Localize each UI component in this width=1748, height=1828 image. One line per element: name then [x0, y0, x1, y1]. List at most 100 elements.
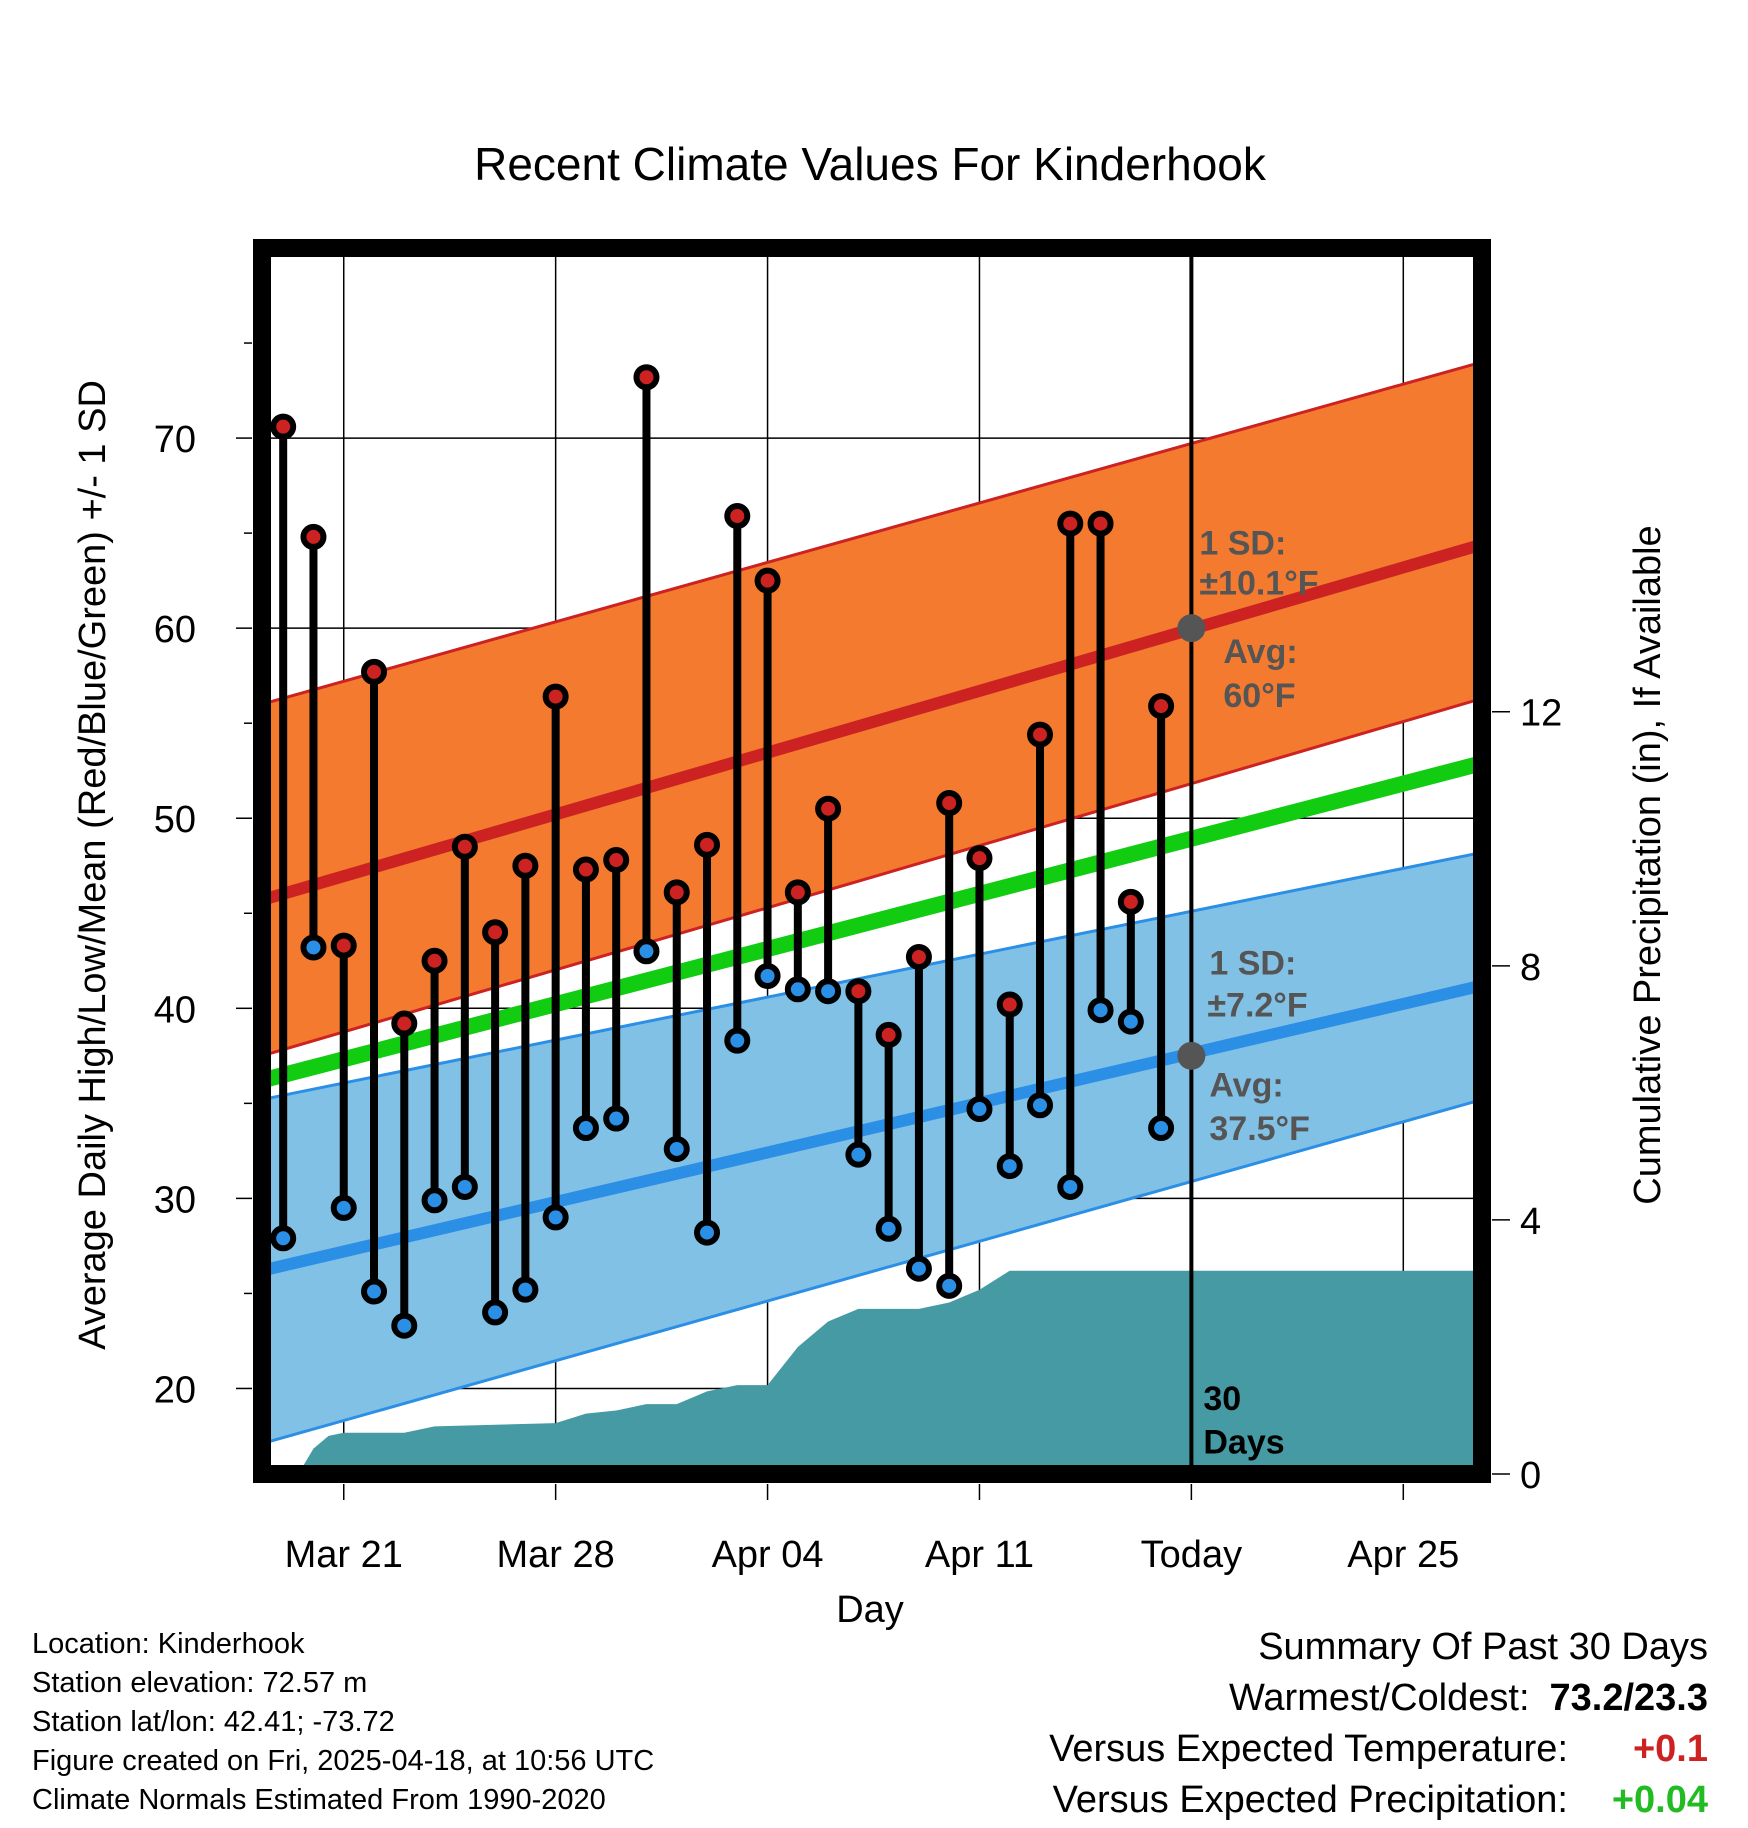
daily-high-point: [542, 683, 569, 710]
x-tick-label: Apr 11: [925, 1534, 1034, 1576]
precip-row: Versus Expected Precipitation: +0.04: [1049, 1775, 1708, 1826]
latlon-text: Station lat/lon: 42.41; -73.72: [32, 1706, 395, 1738]
elevation-text: Station elevation: 72.57 m: [32, 1667, 368, 1699]
daily-low-point: [421, 1187, 448, 1214]
daily-low-point: [966, 1096, 993, 1123]
x-tick-label: Mar 28: [497, 1534, 615, 1576]
x-tick-label: Mar 21: [285, 1534, 403, 1576]
y2-tick-label: 12: [1520, 693, 1562, 735]
daily-high-point: [633, 364, 660, 391]
chart-title: Recent Climate Values For Kinderhook: [474, 138, 1267, 190]
temp-row: Versus Expected Temperature: +0.1: [1049, 1724, 1708, 1775]
summary-title: Summary Of Past 30 Days: [1258, 1626, 1708, 1668]
station-info: Location: Kinderhook Station elevation: …: [32, 1625, 654, 1820]
daily-low-point: [694, 1219, 721, 1246]
low-avg-marker: [1177, 1041, 1206, 1070]
x-axis-label: Day: [836, 1589, 904, 1631]
daily-high-point: [996, 991, 1023, 1018]
daily-high-point: [845, 978, 872, 1005]
daily-high-point: [572, 856, 599, 883]
daily-high-point: [482, 919, 509, 946]
y-axis-label: Average Daily High/Low/Mean (Red/Blue/Gr…: [72, 380, 114, 1350]
daily-high-point: [330, 932, 357, 959]
daily-low-point: [724, 1027, 751, 1054]
daily-low-point: [512, 1276, 539, 1303]
temp-value: +0.1: [1632, 1728, 1708, 1770]
high-avg-marker: [1177, 614, 1206, 643]
low-sd-label: 1 SD:: [1209, 945, 1296, 983]
days-number: 30: [1203, 1380, 1241, 1418]
daily-low-point: [845, 1141, 872, 1168]
daily-low-point: [1117, 1008, 1144, 1035]
daily-low-point: [875, 1215, 902, 1242]
daily-high-point: [694, 831, 721, 858]
daily-low-point: [451, 1173, 478, 1200]
daily-high-point: [1087, 510, 1114, 537]
y-tick-label: 20: [154, 1369, 196, 1411]
daily-high-point: [270, 413, 297, 440]
daily-high-point: [300, 523, 327, 550]
daily-high-point: [451, 833, 478, 860]
daily-low-point: [815, 978, 842, 1005]
warmest-coldest-row: Warmest/Coldest: 73.2/23.3: [1049, 1673, 1708, 1724]
y-tick-label: 30: [154, 1179, 196, 1221]
daily-high-point: [905, 943, 932, 970]
precip-value: +0.04: [1611, 1779, 1708, 1821]
daily-low-point: [754, 962, 781, 989]
days-label: Days: [1203, 1424, 1284, 1462]
daily-low-point: [391, 1312, 418, 1339]
y-tick-label: 50: [154, 799, 196, 841]
daily-low-point: [603, 1105, 630, 1132]
plot-frame: [253, 239, 1491, 1483]
y2-axis-label: Cumulative Precipitation (in), If Availa…: [1627, 525, 1669, 1204]
daily-high-point: [603, 847, 630, 874]
x-tick-label: Apr 25: [1347, 1534, 1459, 1576]
daily-low-point: [663, 1135, 690, 1162]
warmest-coldest-label: Warmest/Coldest:: [1228, 1677, 1530, 1719]
low-avg-label: Avg:: [1209, 1066, 1283, 1104]
cumulative-precip-area: [262, 1270, 1482, 1474]
normals-text: Climate Normals Estimated From 1990-2020: [32, 1784, 606, 1816]
daily-high-point: [724, 503, 751, 530]
x-tick-label: Today: [1141, 1534, 1242, 1576]
daily-low-point: [482, 1299, 509, 1326]
high-sd-label: 1 SD:: [1199, 525, 1286, 563]
location-text: Location: Kinderhook: [32, 1628, 305, 1660]
daily-low-point: [542, 1204, 569, 1231]
low-avg-value: 37.5°F: [1209, 1110, 1310, 1148]
y2-tick-label: 0: [1520, 1455, 1541, 1497]
daily-low-point: [572, 1115, 599, 1142]
created-text: Figure created on Fri, 2025-04-18, at 10…: [32, 1745, 655, 1777]
daily-low-point: [300, 934, 327, 961]
precip-label: Versus Expected Precipitation:: [1052, 1779, 1568, 1821]
temp-label: Versus Expected Temperature:: [1049, 1728, 1568, 1770]
daily-low-point: [270, 1225, 297, 1252]
daily-high-point: [936, 790, 963, 817]
daily-low-point: [936, 1272, 963, 1299]
daily-low-point: [633, 938, 660, 965]
low-sd-band: [262, 852, 1482, 1444]
normal-low-line: [260, 979, 1484, 1277]
daily-low-point: [1148, 1115, 1175, 1142]
daily-high-point: [1148, 693, 1175, 720]
y-tick-label: 60: [154, 609, 196, 651]
daily-high-point: [875, 1021, 902, 1048]
daily-low-point: [784, 976, 811, 1003]
y2-tick-label: 8: [1520, 947, 1541, 989]
daily-high-point: [815, 795, 842, 822]
daily-low-point: [1027, 1092, 1054, 1119]
daily-high-point: [421, 947, 448, 974]
y-tick-label: 40: [154, 989, 196, 1031]
daily-high-point: [663, 879, 690, 906]
daily-high-point: [754, 567, 781, 594]
daily-low-point: [1057, 1173, 1084, 1200]
daily-low-point: [330, 1194, 357, 1221]
y2-tick-label: 4: [1520, 1201, 1541, 1243]
x-tick-label: Apr 04: [712, 1534, 824, 1576]
warmest-coldest-value: 73.2/23.3: [1549, 1677, 1708, 1719]
daily-low-point: [905, 1255, 932, 1282]
daily-high-point: [1027, 721, 1054, 748]
daily-low-point: [996, 1153, 1023, 1180]
high-avg-label: Avg:: [1223, 633, 1297, 671]
